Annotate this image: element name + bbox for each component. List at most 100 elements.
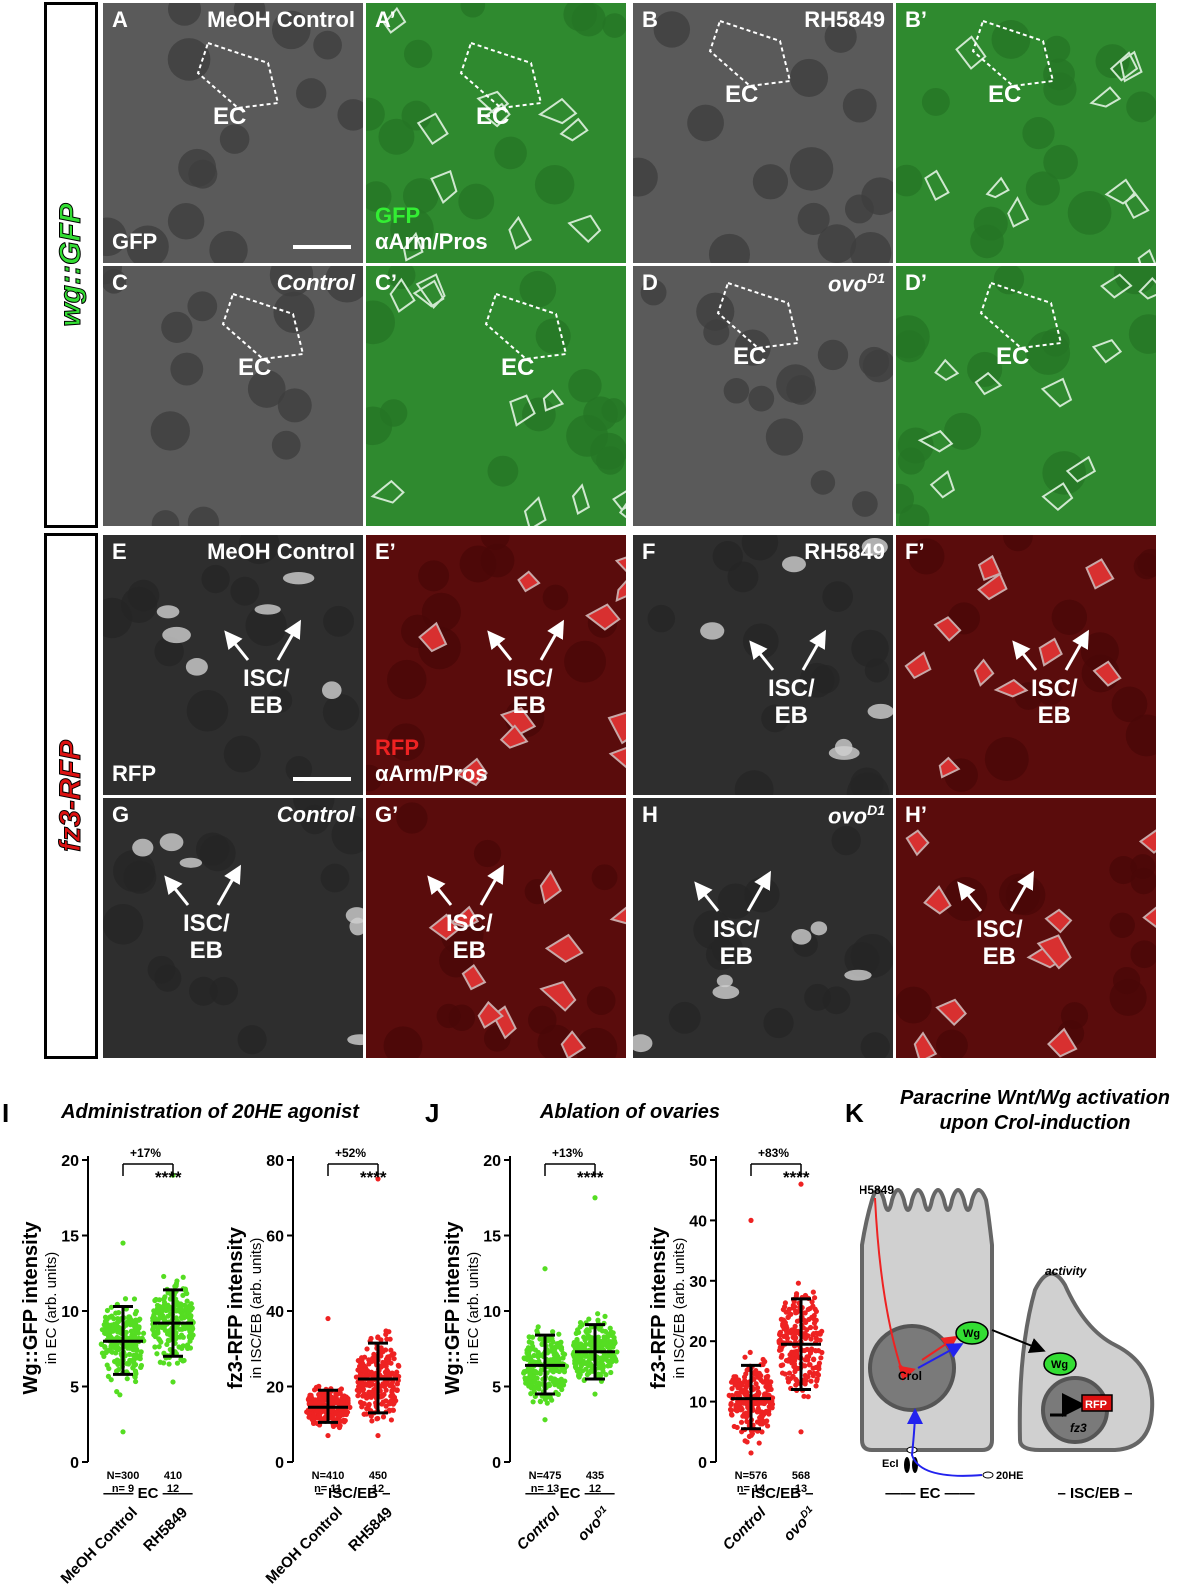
data-point — [805, 1357, 811, 1363]
sample-count-N: N=475 — [528, 1470, 562, 1482]
data-point — [524, 1350, 530, 1356]
data-point — [604, 1353, 610, 1359]
data-point — [108, 1304, 114, 1310]
group-label: —— EC —— — [525, 1485, 615, 1502]
data-point — [391, 1356, 397, 1362]
data-point — [769, 1395, 776, 1401]
ec-cell — [860, 1188, 994, 1452]
sample-count-n: 12 — [166, 1483, 180, 1495]
micrograph-image — [633, 3, 893, 263]
data-point — [813, 1335, 819, 1341]
data-point — [133, 1342, 139, 1349]
data-point — [795, 1280, 801, 1286]
sample-count-n: n= 13 — [530, 1483, 560, 1495]
section-title-K: Paracrine Wnt/Wg activation upon Crol-in… — [870, 1086, 1200, 1136]
panel-label: H’ — [905, 802, 927, 827]
y-tick-label: 0 — [275, 1455, 284, 1472]
data-point — [739, 1382, 745, 1388]
data-point — [738, 1405, 744, 1411]
data-point — [306, 1400, 312, 1406]
data-point — [328, 1399, 334, 1405]
panel-condition-title: MeOH Control — [207, 539, 355, 564]
y-axis-label: fz3-RFP intensity in ISC/EB (arb. units) — [648, 1227, 688, 1389]
percent-change-label: +52% — [335, 1146, 367, 1160]
data-point — [133, 1371, 139, 1377]
data-point — [808, 1378, 814, 1384]
data-point — [563, 1363, 570, 1369]
data-point — [133, 1308, 140, 1314]
data-point — [183, 1313, 190, 1320]
channel-label: RFP αArm/Pros — [375, 735, 488, 786]
data-point — [99, 1327, 105, 1333]
data-point — [337, 1390, 343, 1396]
data-point — [537, 1336, 543, 1342]
data-point-extreme — [170, 1379, 176, 1385]
y-tick-label: 0 — [70, 1455, 79, 1472]
data-point — [764, 1423, 771, 1429]
y-tick-label: 10 — [483, 1304, 501, 1321]
chart-i1: 0 5 10 15 20 +17% **** N=300 n= 9 410 12 MeOH Cont… — [0, 1120, 205, 1587]
data-point — [177, 1326, 183, 1332]
ec-annotation: EC — [996, 343, 1030, 370]
panel-label: F’ — [905, 539, 925, 564]
data-point — [806, 1362, 812, 1368]
data-point — [321, 1394, 327, 1400]
data-point — [311, 1387, 318, 1393]
data-point — [777, 1344, 783, 1351]
channel-label: GFP αArm/Pros — [375, 203, 488, 254]
data-point — [531, 1352, 537, 1359]
data-point — [306, 1395, 312, 1401]
data-point — [151, 1313, 157, 1319]
y-tick-label: 15 — [61, 1229, 79, 1246]
data-point — [187, 1338, 193, 1344]
sample-count-n: n= 11 — [314, 1483, 342, 1495]
wg-isc-label: Wg — [1051, 1359, 1068, 1371]
sample-count-N: N=576 — [734, 1470, 768, 1482]
wg-isc — [1043, 1352, 1077, 1376]
data-point — [180, 1292, 186, 1298]
scale-bar — [293, 245, 351, 249]
data-point — [756, 1440, 762, 1446]
data-point — [560, 1350, 566, 1357]
data-point — [596, 1326, 603, 1332]
micrograph-panel-d2: D’ EC — [896, 266, 1156, 526]
diagram-K-group-ec: —— EC —— — [885, 1485, 975, 1502]
data-point — [154, 1351, 160, 1357]
data-point — [807, 1369, 813, 1375]
data-point — [366, 1361, 372, 1367]
data-point — [524, 1355, 530, 1361]
chart-j2: 0 10 20 30 40 50 +83% **** N=576 n= 14 568 13 Contr… — [628, 1120, 833, 1554]
data-point — [173, 1281, 179, 1287]
data-point — [785, 1358, 791, 1364]
data-point — [161, 1350, 167, 1356]
data-point — [106, 1365, 112, 1372]
y-tick-label: 30 — [689, 1274, 707, 1291]
y-tick-label: 40 — [689, 1213, 707, 1230]
data-point — [158, 1323, 164, 1329]
data-point — [347, 1404, 353, 1410]
data-point — [744, 1392, 750, 1399]
data-point — [553, 1355, 560, 1361]
data-point — [177, 1334, 183, 1340]
data-point — [526, 1383, 532, 1389]
data-point — [354, 1387, 360, 1393]
data-point — [362, 1367, 368, 1374]
isc-eb-annotation: ISC/EB — [243, 665, 290, 719]
data-point-extreme — [748, 1217, 754, 1223]
data-point — [532, 1385, 538, 1391]
panel-label: D’ — [905, 270, 927, 295]
data-point — [161, 1273, 167, 1280]
y-tick-label: 10 — [689, 1395, 707, 1412]
significance-stars: **** — [360, 1168, 387, 1187]
data-point — [556, 1368, 562, 1375]
data-point — [374, 1416, 380, 1422]
crol-label: Crol — [898, 1369, 922, 1383]
panel-condition-title: RH5849 — [804, 539, 885, 564]
data-point — [544, 1400, 550, 1406]
data-point — [816, 1363, 822, 1369]
data-point — [358, 1399, 364, 1405]
data-point — [786, 1370, 793, 1376]
data-point — [113, 1310, 119, 1316]
data-point — [573, 1361, 579, 1367]
